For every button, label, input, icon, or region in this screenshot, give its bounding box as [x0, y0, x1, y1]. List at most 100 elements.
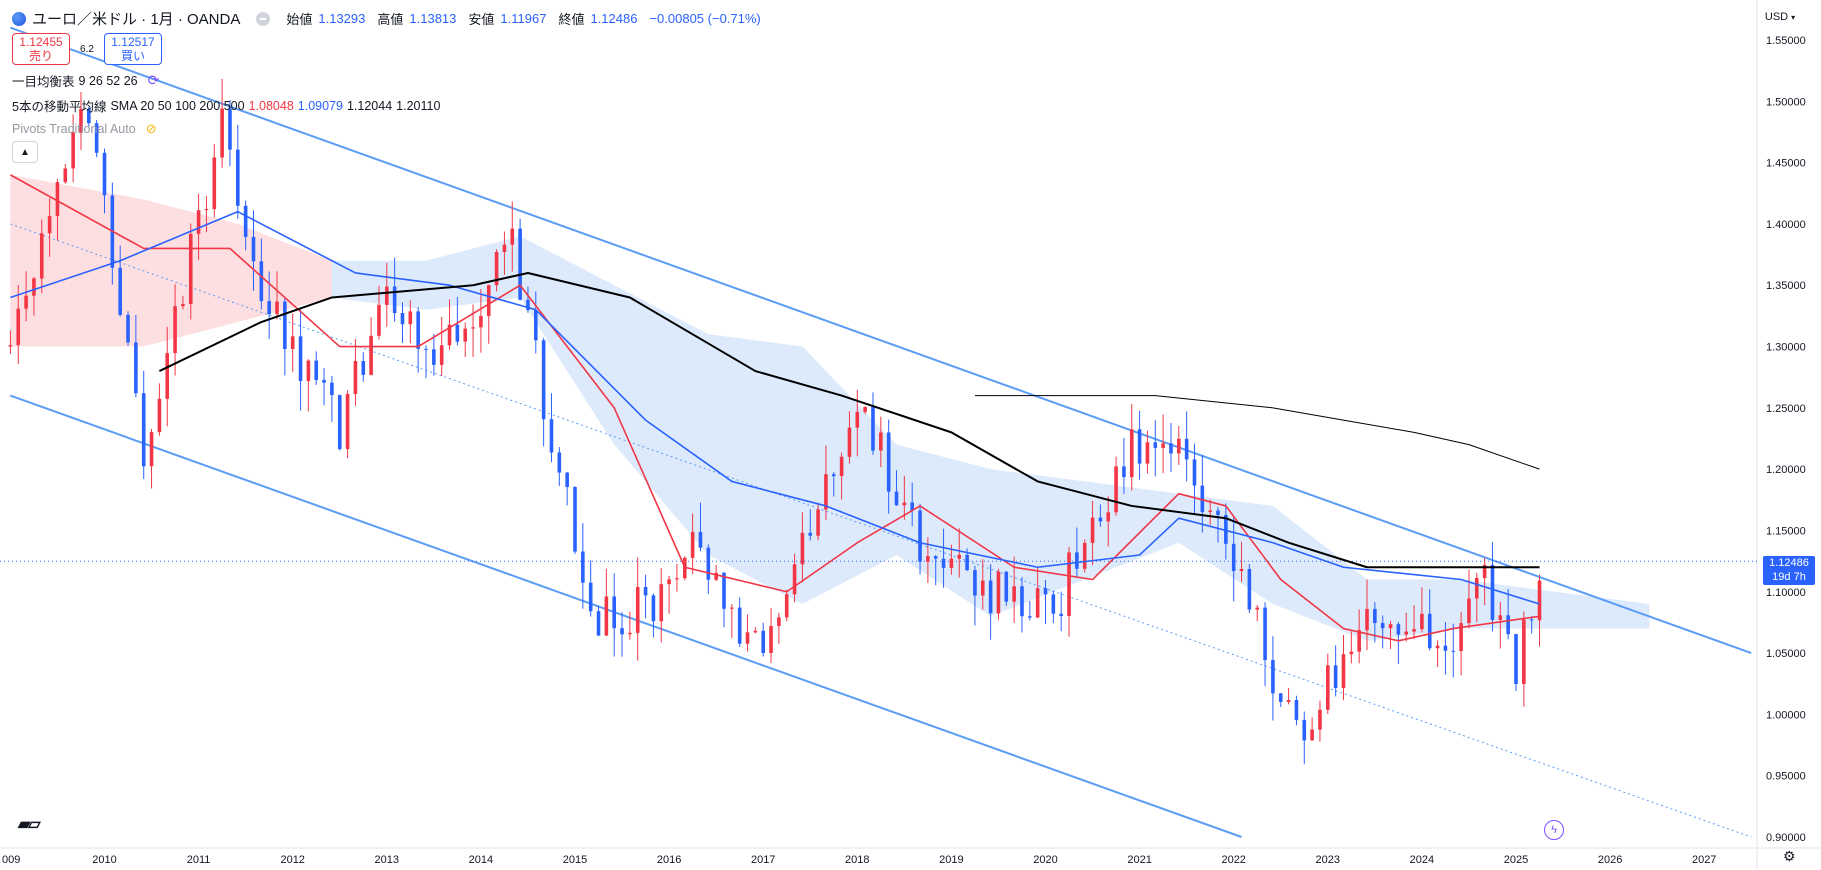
collapse-legend-button[interactable]: ▲ — [12, 141, 38, 163]
candle-body — [94, 123, 99, 153]
kumo-segment — [802, 346, 897, 605]
candle-body — [1043, 588, 1048, 595]
candle-body — [24, 295, 28, 309]
ma-legend[interactable]: 5本の移動平均線 SMA 20 50 100 200 500 1.08048 1… — [12, 96, 767, 115]
candle-body — [1537, 580, 1542, 621]
candle-body — [392, 286, 397, 314]
candle-body — [1098, 517, 1103, 522]
candle-body — [792, 564, 797, 595]
x-tick-label: 2026 — [1598, 854, 1622, 866]
candle-body — [1051, 594, 1056, 614]
gear-icon[interactable]: ⚙ — [1783, 848, 1796, 864]
trade-row: 1.12455 売り 6.2 1.12517 買い — [12, 33, 767, 65]
x-tick-label: 2016 — [657, 854, 681, 866]
collapse-dot-icon[interactable] — [256, 11, 271, 26]
candle-body — [1490, 564, 1495, 620]
candle-body — [385, 286, 389, 305]
candle-body — [886, 432, 891, 492]
candle-body — [541, 340, 546, 420]
buy-button[interactable]: 1.12517 買い — [104, 33, 162, 65]
candle-body — [557, 452, 562, 473]
candle-body — [79, 108, 83, 133]
candle-body — [1459, 623, 1463, 652]
candle-body — [949, 558, 954, 568]
candle-body — [251, 236, 256, 262]
candle-body — [1020, 586, 1024, 617]
y-tick-label: 0.90000 — [1766, 832, 1806, 844]
candle-body — [1474, 578, 1479, 599]
candle-body — [1059, 613, 1063, 616]
lightning-icon[interactable]: ϟ — [1544, 820, 1564, 840]
sma200-line — [974, 395, 1540, 470]
candle-body — [1427, 613, 1432, 649]
candle-body — [1365, 608, 1369, 631]
channel-lower-line — [10, 394, 1242, 838]
candle-body — [55, 182, 60, 217]
candle-body — [871, 406, 875, 451]
sync-icon[interactable]: ⟳ — [147, 72, 160, 88]
sell-button[interactable]: 1.12455 売り — [12, 33, 70, 65]
buy-price: 1.12517 — [111, 35, 155, 49]
candle-body — [1153, 442, 1158, 448]
candle-body — [980, 580, 985, 596]
candle-body — [730, 607, 734, 609]
eye-off-icon[interactable]: ⊘ — [145, 121, 157, 136]
sell-label: 売り — [28, 49, 53, 63]
low-label: 安値 — [468, 12, 495, 27]
ma-label: 5本の移動平均線 — [12, 100, 107, 114]
candle-body — [1341, 654, 1346, 688]
y-tick-label: 1.00000 — [1766, 709, 1806, 721]
candle-body — [87, 108, 91, 124]
pivots-legend[interactable]: Pivots Traditional Auto ⊘ — [12, 121, 767, 137]
candle-body — [502, 244, 507, 253]
candle-body — [1200, 485, 1205, 513]
x-tick-label: 2013 — [375, 854, 399, 866]
sell-price: 1.12455 — [19, 35, 63, 49]
candle-body — [369, 335, 373, 375]
candle-body — [432, 349, 436, 365]
ichimoku-legend[interactable]: 一目均衡表 9 26 52 26 ⟳ — [12, 71, 767, 90]
candle-body — [1231, 543, 1236, 572]
x-tick-label: 2024 — [1410, 854, 1434, 866]
candle-body — [1137, 429, 1142, 464]
candle-body — [345, 393, 350, 450]
tradingview-logo-icon[interactable]: ▰▱ — [18, 816, 41, 833]
candle-body — [16, 308, 21, 346]
candle-body — [667, 579, 671, 585]
candle-body — [800, 532, 805, 565]
sma50-value: 1.09079 — [297, 98, 343, 113]
x-tick-label: 2010 — [92, 854, 116, 866]
candle-body — [220, 108, 224, 158]
candle-body — [1028, 616, 1032, 618]
candle-body — [306, 360, 311, 382]
y-tick-label: 1.35000 — [1766, 280, 1806, 292]
candle-body — [996, 571, 1001, 614]
kumo-segment — [614, 285, 709, 555]
currency-selector[interactable]: USD ▾ — [1760, 7, 1800, 27]
plot-area[interactable] — [0, 26, 1757, 838]
candle-body — [173, 306, 177, 354]
x-tick-label: 009 — [2, 854, 20, 866]
candle-body — [408, 311, 413, 325]
candle-body — [910, 502, 914, 511]
candle-body — [1443, 645, 1448, 651]
y-tick-label: 1.05000 — [1766, 648, 1806, 660]
x-tick-label: 2014 — [469, 854, 493, 866]
candle-body — [1514, 634, 1518, 685]
candle-body — [1310, 729, 1314, 741]
candle-body — [1122, 466, 1126, 478]
candle-body — [761, 630, 765, 653]
candle-body — [1380, 623, 1385, 629]
candle-body — [424, 348, 428, 350]
candle-body — [973, 570, 977, 596]
candle-body — [1035, 588, 1040, 618]
close-label: 終値 — [558, 12, 585, 27]
symbol-title[interactable]: ユーロ／米ドル · 1月 · OANDA — [32, 11, 241, 28]
candle-body — [518, 228, 522, 300]
sma100-line — [158, 271, 1540, 569]
candle-body — [847, 427, 852, 457]
candle-body — [455, 324, 460, 342]
x-tick-label: 2027 — [1692, 854, 1716, 866]
candle-body — [141, 393, 146, 467]
